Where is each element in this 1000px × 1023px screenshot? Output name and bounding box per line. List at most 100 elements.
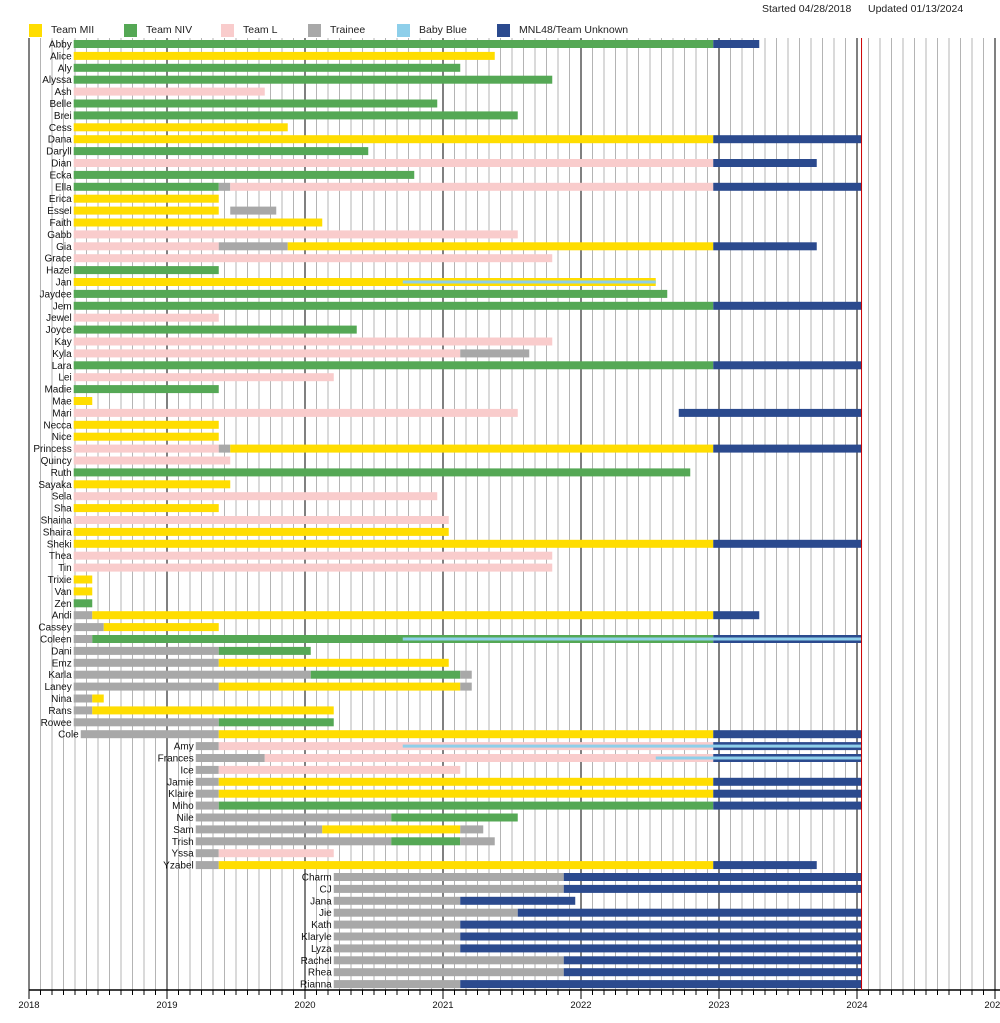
member-label: Faith (49, 218, 71, 229)
x-tick-label: 2025 (984, 1000, 1000, 1011)
member-label: Lei (58, 373, 71, 384)
bar-segment (73, 551, 553, 560)
bar-segment (218, 646, 311, 655)
x-tick-label: 2018 (18, 1000, 39, 1011)
member-label: Jewel (46, 313, 72, 324)
legend-item: Trainee (308, 23, 365, 37)
member-label: Dani (51, 646, 72, 657)
updated-date: Updated 01/13/2024 (868, 3, 964, 15)
bar-segment (218, 730, 714, 739)
bar-segment (73, 682, 219, 691)
member-label: Gia (56, 242, 72, 253)
bar-segment (92, 694, 104, 703)
bar-segment (460, 837, 495, 846)
member-label: Klaryle (301, 932, 332, 943)
bar-segment (264, 754, 714, 762)
member-label: Laney (44, 682, 71, 693)
bar-segment (517, 908, 862, 917)
bar-segment (218, 789, 714, 798)
legend-item: MNL48/Team Unknown (497, 23, 628, 37)
bar-segment (73, 289, 668, 298)
bar-segment (73, 123, 288, 132)
bar-segment (460, 980, 862, 989)
bar-segment (73, 504, 219, 513)
bar-segment (218, 765, 461, 774)
member-label: Tin (58, 563, 72, 574)
member-label: Erica (49, 194, 72, 205)
bar-segment (73, 99, 438, 108)
member-label: Mae (52, 397, 72, 408)
member-label: Frances (158, 754, 194, 765)
member-label: Dana (48, 135, 72, 146)
bar-segment (73, 670, 311, 679)
bar-segment (713, 159, 817, 167)
bar-segment (73, 444, 219, 453)
bar-segment (333, 884, 564, 893)
member-label: Mari (52, 408, 71, 419)
bar-segment (310, 670, 461, 679)
bar-segment (73, 420, 219, 429)
bar-segment (322, 825, 461, 834)
bar-segment (73, 75, 553, 84)
bar-segment (92, 611, 714, 620)
legend-label: Team MII (51, 24, 95, 36)
member-label: Ruth (51, 468, 72, 479)
bar-segment (218, 182, 231, 191)
legend-item: Baby Blue (397, 23, 467, 37)
bar-segment (73, 599, 93, 608)
member-label: Nile (177, 813, 195, 824)
bar-segment (73, 623, 104, 632)
legend-label: Team L (243, 24, 278, 36)
bar-segment (73, 539, 714, 548)
bar-segment (713, 801, 862, 810)
x-tick-label: 2022 (570, 1000, 591, 1011)
legend-label: MNL48/Team Unknown (519, 24, 629, 36)
x-tick-label: 2021 (432, 1000, 453, 1011)
member-label: Charm (302, 873, 332, 884)
bar-segment (218, 861, 714, 870)
x-tick-label: 2019 (156, 1000, 177, 1011)
bar-segment (195, 837, 392, 846)
bar-segment (460, 896, 576, 905)
member-label: Yssa (172, 849, 195, 860)
member-label: Princess (33, 444, 71, 455)
bar-segment (230, 444, 714, 453)
bar-segment (713, 182, 862, 191)
bar-segment (391, 837, 461, 846)
bar-segment (195, 777, 219, 786)
bar-segment (333, 968, 564, 977)
bar-segment (218, 682, 461, 691)
member-label: Jana (310, 896, 332, 907)
member-label: Quincy (41, 456, 72, 467)
bar-segment (73, 194, 219, 203)
bar-segment (73, 349, 461, 358)
baby-blue-overlay (402, 637, 862, 641)
member-label: Jaydee (39, 289, 72, 300)
bar-segment (73, 432, 219, 441)
bar-segment (460, 682, 472, 691)
member-label: Dian (51, 159, 72, 170)
member-label: Gabb (47, 230, 72, 241)
bar-segment (73, 694, 93, 703)
bar-segment (73, 587, 93, 596)
member-label: Shaina (41, 516, 73, 527)
bar-segment (73, 563, 553, 572)
member-label: Sela (52, 492, 72, 503)
member-label: Lara (52, 361, 72, 372)
member-label: Kyla (52, 349, 72, 360)
bar-segment (103, 623, 219, 632)
legend-swatch (221, 23, 234, 37)
bar-segment (230, 182, 714, 191)
member-label: Ash (54, 87, 71, 98)
bar-segment (195, 742, 219, 751)
bar-segment (460, 932, 862, 941)
bar-segment (73, 397, 93, 405)
legend-swatch (497, 23, 510, 37)
bar-segment (195, 861, 219, 870)
bar-segment (460, 944, 862, 953)
member-label: Madie (44, 385, 72, 396)
member-label: Rowee (41, 718, 73, 729)
member-label: Shaira (43, 527, 72, 538)
member-label: Trish (172, 837, 194, 848)
bar-segment (563, 968, 862, 977)
